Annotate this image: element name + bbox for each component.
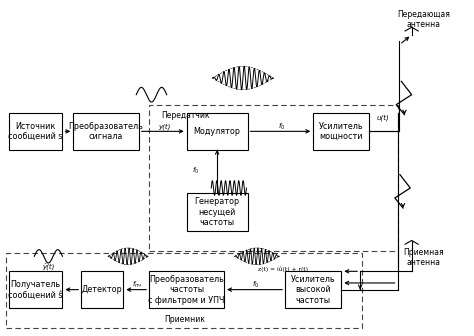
Text: Детектор: Детектор xyxy=(82,285,123,294)
Text: $f_0$: $f_0$ xyxy=(252,280,260,290)
Text: u(t): u(t) xyxy=(376,115,389,121)
FancyBboxPatch shape xyxy=(81,271,123,308)
Text: y(t): y(t) xyxy=(158,124,170,130)
Text: Генератор
несущей
частоты: Генератор несущей частоты xyxy=(194,197,240,227)
Text: Передатчик: Передатчик xyxy=(161,111,210,120)
Text: Приемник: Приемник xyxy=(164,315,205,324)
FancyBboxPatch shape xyxy=(285,271,341,308)
FancyBboxPatch shape xyxy=(9,271,63,308)
Text: $f_0$: $f_0$ xyxy=(192,166,200,176)
Text: Модулятор: Модулятор xyxy=(194,127,241,136)
FancyBboxPatch shape xyxy=(313,113,369,150)
Text: z(t) = iû(t) + r(t): z(t) = iû(t) + r(t) xyxy=(258,266,308,272)
Text: ŷ(t): ŷ(t) xyxy=(42,262,55,270)
Text: $f_0$: $f_0$ xyxy=(278,122,285,132)
Text: $f_{пч}$: $f_{пч}$ xyxy=(132,280,143,290)
FancyBboxPatch shape xyxy=(187,113,247,150)
Text: Преобразователь
сигнала: Преобразователь сигнала xyxy=(69,122,144,141)
Text: Усилитель
мощности: Усилитель мощности xyxy=(319,122,364,141)
Text: Преобразователь
частоты
с фильтром и УПЧ: Преобразователь частоты с фильтром и УПЧ xyxy=(148,275,225,304)
Text: Усилитель
высокой
частоты: Усилитель высокой частоты xyxy=(291,275,336,304)
FancyBboxPatch shape xyxy=(149,271,224,308)
Text: Источник
сообщений s: Источник сообщений s xyxy=(8,122,63,141)
Text: Приемная
антенна: Приемная антенна xyxy=(403,248,444,267)
FancyBboxPatch shape xyxy=(73,113,139,150)
Text: Передающая
антенна: Передающая антенна xyxy=(397,10,450,29)
Text: Получатель
сообщений ŝ: Получатель сообщений ŝ xyxy=(8,280,63,299)
FancyBboxPatch shape xyxy=(9,113,63,150)
FancyBboxPatch shape xyxy=(187,193,247,231)
